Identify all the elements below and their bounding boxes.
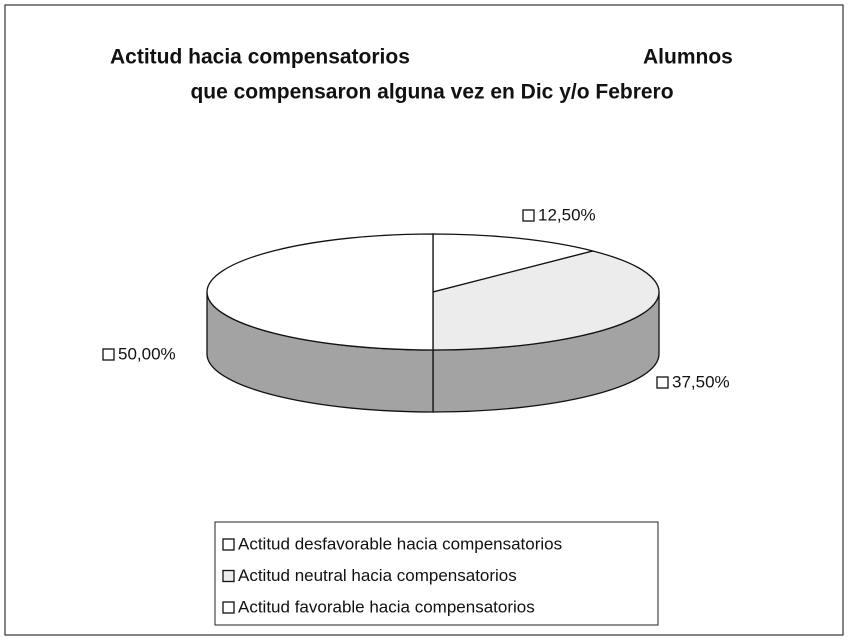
slice xyxy=(432,233,593,293)
legend-label: Actitud favorable hacia compensatorios xyxy=(238,597,535,616)
label-swatch xyxy=(102,348,115,361)
legend-swatch xyxy=(222,538,235,551)
legend-swatch xyxy=(222,569,235,583)
legend-label: Actitud neutral hacia compensatorios xyxy=(238,566,517,585)
slice xyxy=(432,250,660,351)
chart-subtitle: que compensaron alguna vez en Dic y/o Fe… xyxy=(190,81,673,104)
legend-swatch xyxy=(222,601,235,614)
chart-title: Alumnos xyxy=(643,46,733,69)
label-swatch xyxy=(522,209,535,222)
chart-title: Actitud hacia compensatorios xyxy=(110,46,410,69)
legend-label: Actitud desfavorable hacia compensatorio… xyxy=(238,534,562,553)
label-swatch xyxy=(656,376,669,389)
data-label: 37,50% xyxy=(672,372,730,391)
legend-box xyxy=(214,521,659,626)
data-label: 12,50% xyxy=(538,205,596,224)
data-label: 50,00% xyxy=(118,344,176,363)
slice xyxy=(206,233,434,351)
